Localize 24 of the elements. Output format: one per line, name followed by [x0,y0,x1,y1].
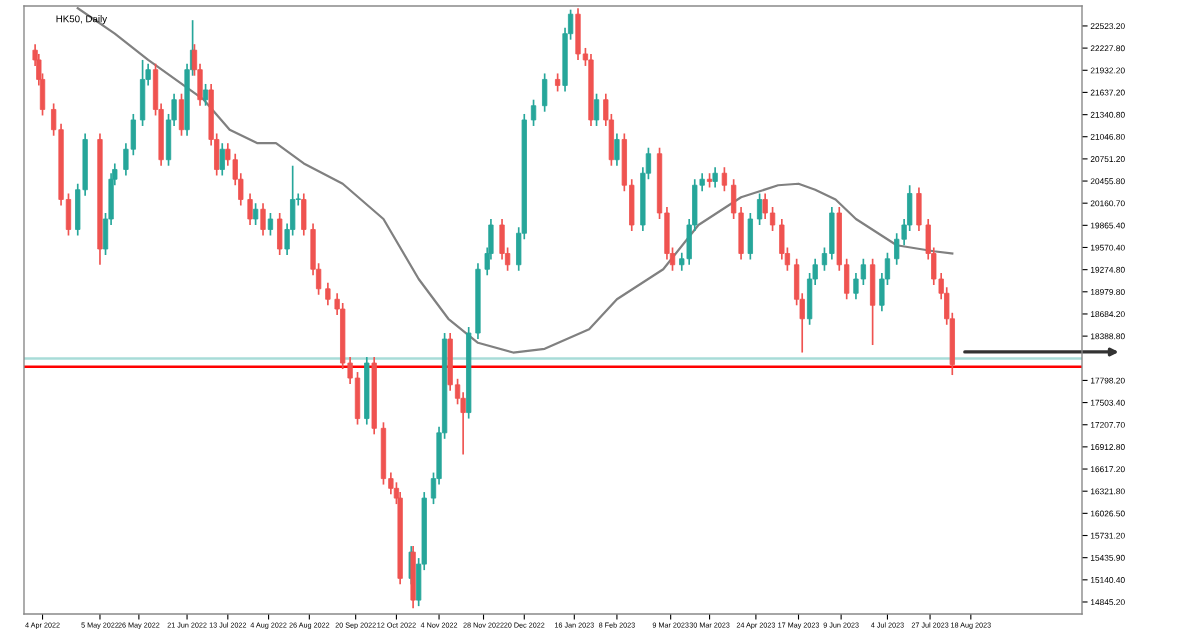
candlestick [178,92,185,137]
candlestick [260,202,266,237]
candlestick [530,98,537,127]
candlestick [202,83,209,107]
candlestick [829,206,835,261]
candlestick [542,72,548,113]
candlestick [747,212,753,261]
candlestick [575,7,581,61]
candlestick [593,92,600,127]
candlestick [769,206,776,232]
candlestick [614,132,620,167]
candlestick [712,166,718,189]
candlestick [139,59,146,127]
candlestick [267,212,274,237]
candlestick [447,332,453,392]
candlestick [277,212,283,256]
candlestick [756,192,763,226]
candlestick [554,72,561,93]
candlestick [219,142,225,177]
candlestick [721,166,728,193]
candlestick [252,202,259,226]
candlestick [869,257,876,346]
candlestick [762,192,768,220]
candlestick [853,272,859,301]
